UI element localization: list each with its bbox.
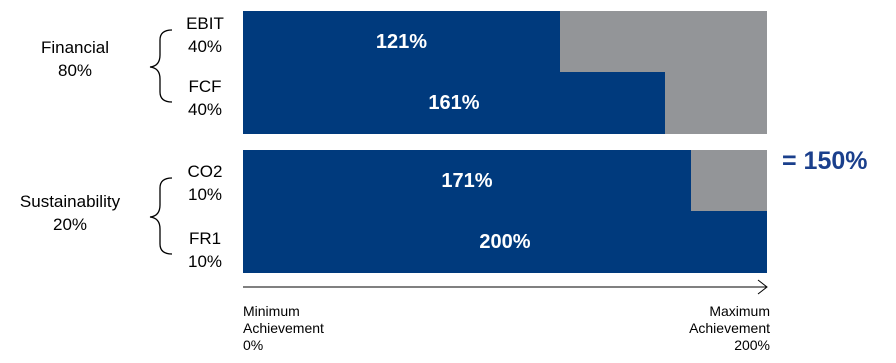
metric-name: EBIT xyxy=(186,14,224,33)
axis-max-line3: 200% xyxy=(734,337,770,353)
axis-max-line2: Achievement xyxy=(689,320,770,336)
total-achievement: = 150% xyxy=(782,147,868,175)
metric-weight: 10% xyxy=(187,185,223,204)
group-label-sustainability: Sustainability 20% xyxy=(0,190,140,236)
bar-value-label-fr1: 200% xyxy=(479,231,531,253)
metric-weight: 40% xyxy=(187,100,223,119)
group-name-financial: Financial xyxy=(40,38,110,57)
bar-track-co2: 171% xyxy=(243,150,767,212)
axis-max-label: Maximum Achievement 200% xyxy=(689,303,770,354)
metric-weight: 40% xyxy=(187,37,223,56)
group-weight-financial: 80% xyxy=(57,61,93,80)
metric-weight: 10% xyxy=(187,252,223,271)
bar-value-label-co2: 171% xyxy=(441,170,493,192)
group-label-financial: Financial 80% xyxy=(20,36,130,82)
axis-min-line3: 0% xyxy=(243,337,264,353)
bar-value-label-ebit: 121% xyxy=(375,31,428,53)
axis-max-line1: Maximum xyxy=(709,303,770,319)
axis-min-label: Minimum Achievement 0% xyxy=(243,303,324,354)
bar-track-fcf: 161% xyxy=(243,72,767,134)
metric-name: FCF xyxy=(188,77,222,96)
group-weight-sustainability: 20% xyxy=(52,215,88,234)
bar-fill-fr1 xyxy=(243,211,767,273)
metric-name: FR1 xyxy=(188,229,222,248)
bar-value-label-fcf: 161% xyxy=(428,92,480,114)
metric-label-fcf: FCF 40% xyxy=(180,75,230,121)
sustainability-brace xyxy=(149,177,173,255)
axis-min-line2: Achievement xyxy=(243,320,324,336)
metric-label-fr1: FR1 10% xyxy=(180,227,230,273)
bar-track-fr1: 200% xyxy=(243,211,767,273)
bar-track-ebit: 121% xyxy=(243,11,767,73)
axis-min-line1: Minimum xyxy=(243,303,300,319)
metric-label-ebit: EBIT 40% xyxy=(180,12,230,58)
financial-brace xyxy=(149,29,173,103)
bar-fill-fcf xyxy=(243,72,665,134)
group-name-sustainability: Sustainability xyxy=(19,192,121,211)
metric-name: CO2 xyxy=(187,162,223,181)
axis-arrowhead xyxy=(757,279,768,295)
bar-fill-co2 xyxy=(243,150,691,212)
bar-fill-ebit xyxy=(243,11,560,73)
metric-label-co2: CO2 10% xyxy=(180,160,230,206)
